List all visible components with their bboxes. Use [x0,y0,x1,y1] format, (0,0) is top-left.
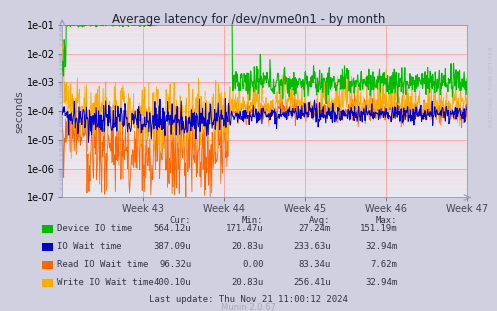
Text: 387.09u: 387.09u [154,242,191,251]
Text: 151.19m: 151.19m [360,224,398,233]
Text: 96.32u: 96.32u [159,260,191,269]
Text: RRDTOOL / TOBI OETIKER: RRDTOOL / TOBI OETIKER [489,47,494,128]
Text: 171.47u: 171.47u [226,224,263,233]
Text: Avg:: Avg: [309,216,331,225]
Text: Device IO time: Device IO time [57,224,132,233]
Y-axis label: seconds: seconds [14,90,24,132]
Text: Cur:: Cur: [170,216,191,225]
Text: 0.00: 0.00 [242,260,263,269]
Text: Average latency for /dev/nvme0n1 - by month: Average latency for /dev/nvme0n1 - by mo… [112,13,385,26]
Text: 256.41u: 256.41u [293,278,331,287]
Text: 233.63u: 233.63u [293,242,331,251]
Text: 32.94m: 32.94m [365,278,398,287]
Text: 400.10u: 400.10u [154,278,191,287]
Text: 564.12u: 564.12u [154,224,191,233]
Text: 7.62m: 7.62m [371,260,398,269]
Text: Max:: Max: [376,216,398,225]
Text: Last update: Thu Nov 21 11:00:12 2024: Last update: Thu Nov 21 11:00:12 2024 [149,295,348,304]
Text: Write IO Wait time: Write IO Wait time [57,278,154,287]
Text: 32.94m: 32.94m [365,242,398,251]
Text: 20.83u: 20.83u [231,278,263,287]
Text: 83.34u: 83.34u [298,260,331,269]
Text: IO Wait time: IO Wait time [57,242,122,251]
Text: Read IO Wait time: Read IO Wait time [57,260,149,269]
Text: 27.24m: 27.24m [298,224,331,233]
Text: Min:: Min: [242,216,263,225]
Text: 20.83u: 20.83u [231,242,263,251]
Text: Munin 2.0.67: Munin 2.0.67 [221,303,276,311]
